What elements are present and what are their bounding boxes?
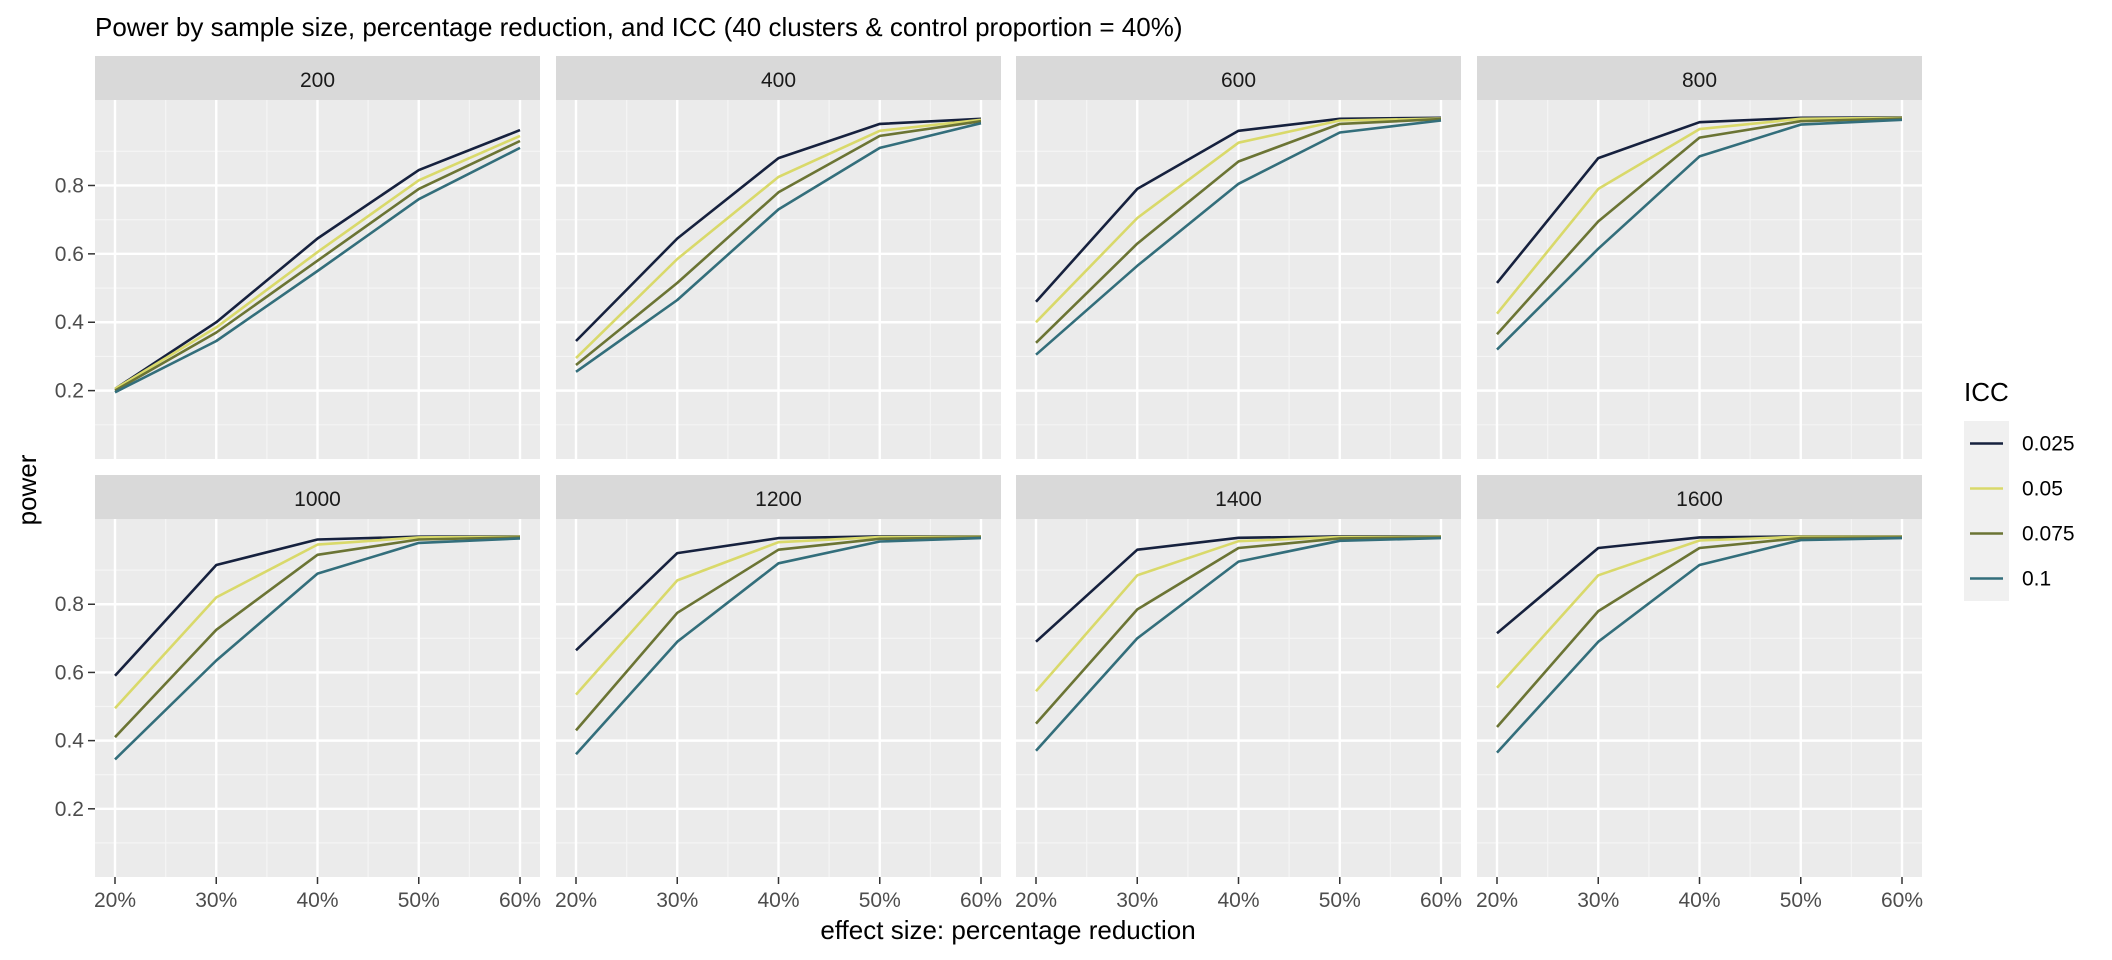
series-line-icc-0.1 bbox=[1035, 119, 1442, 356]
facet-panel-200: 200 0.2 0.4 0.6 0.8 bbox=[55, 56, 540, 459]
x-tick-label: 60% bbox=[960, 889, 1002, 912]
series-line-icc-0.1 bbox=[575, 536, 982, 756]
x-tick-label: 40% bbox=[757, 889, 799, 912]
facet-strip-label: 800 bbox=[1682, 69, 1717, 92]
series-line-icc-0.05 bbox=[1035, 117, 1442, 324]
facet-strip bbox=[556, 56, 1001, 100]
facet-panel-600: 600 bbox=[1016, 56, 1461, 459]
series-line-icc-0.05 bbox=[575, 535, 982, 696]
legend: ICC 0.025 0.05 0.075 0.1 bbox=[1964, 377, 2075, 601]
x-tick-label: 20% bbox=[94, 889, 136, 912]
legend-title: ICC bbox=[1964, 377, 2009, 407]
y-tick-label: 0.8 bbox=[55, 174, 84, 197]
facet-strip-label: 400 bbox=[761, 69, 796, 92]
facet-strip-label: 1200 bbox=[755, 488, 802, 511]
x-tick-label: 50% bbox=[1780, 889, 1822, 912]
facet-strip bbox=[95, 475, 540, 519]
y-tick-label: 0.4 bbox=[55, 730, 85, 753]
series-line-icc-0.1 bbox=[114, 146, 521, 394]
facet-strip-label: 1600 bbox=[1676, 488, 1723, 511]
y-tick-label: 0.2 bbox=[55, 380, 84, 403]
series-line-icc-0.1 bbox=[575, 121, 982, 373]
x-tick-label: 60% bbox=[1420, 889, 1462, 912]
x-tick-label: 20% bbox=[1476, 889, 1518, 912]
series-line-icc-0.1 bbox=[114, 537, 521, 761]
series-line-icc-0.075 bbox=[114, 139, 521, 392]
series-line-icc-0.075 bbox=[114, 536, 521, 739]
series-line-icc-0.1 bbox=[1035, 536, 1442, 752]
facet-panel-1000: 1000 0.2 0.4 0.6 0.8 20% 30% 40% 50% 60% bbox=[55, 475, 541, 912]
y-tick-label: 0.2 bbox=[55, 798, 84, 821]
y-axis-label: power bbox=[12, 454, 42, 525]
series-line-icc-0.025 bbox=[575, 117, 982, 342]
facet-panel-1200: 1200 20% 30% 40% 50% 60% bbox=[555, 475, 1002, 912]
x-tick-label: 40% bbox=[1678, 889, 1720, 912]
x-axis-label: effect size: percentage reduction bbox=[820, 915, 1195, 945]
facet-strip-label: 1000 bbox=[294, 488, 341, 511]
series-line-icc-0.075 bbox=[1035, 536, 1442, 725]
x-tick-label: 50% bbox=[1319, 889, 1361, 912]
series-line-icc-0.075 bbox=[575, 536, 982, 732]
legend-label: 0.1 bbox=[2022, 568, 2051, 591]
legend-key-background bbox=[1964, 421, 2009, 601]
facet-strip bbox=[1477, 475, 1922, 519]
facet-strip-label: 1400 bbox=[1215, 488, 1262, 511]
y-tick-label: 0.6 bbox=[55, 661, 84, 684]
facet-strip-label: 600 bbox=[1221, 69, 1256, 92]
x-tick-label: 30% bbox=[656, 889, 698, 912]
legend-label: 0.05 bbox=[2022, 478, 2063, 501]
facet-panel-800: 800 bbox=[1477, 56, 1922, 459]
series-line-icc-0.075 bbox=[575, 119, 982, 367]
x-tick-label: 40% bbox=[296, 889, 338, 912]
y-tick-label: 0.6 bbox=[55, 243, 84, 266]
series-line-icc-0.075 bbox=[1496, 117, 1903, 336]
facet-strip bbox=[1477, 56, 1922, 100]
facet-strip bbox=[1016, 475, 1461, 519]
y-tick-label: 0.8 bbox=[55, 593, 84, 616]
x-tick-label: 20% bbox=[555, 889, 597, 912]
x-tick-label: 60% bbox=[499, 889, 541, 912]
series-line-icc-0.075 bbox=[1035, 117, 1442, 344]
x-tick-label: 20% bbox=[1015, 889, 1057, 912]
facet-strip bbox=[1016, 56, 1461, 100]
x-tick-label: 30% bbox=[195, 889, 237, 912]
facet-panel-400: 400 bbox=[556, 56, 1001, 459]
facet-panels: 200 0.2 0.4 0.6 0.8 400 600 800 1000 0.2 0.4 0.6 0.8… bbox=[55, 56, 1923, 912]
facet-panel-1600: 1600 20% 30% 40% 50% 60% bbox=[1476, 475, 1923, 912]
legend-entries: 0.025 0.05 0.075 0.1 bbox=[1970, 433, 2075, 591]
x-tick-label: 60% bbox=[1881, 889, 1923, 912]
facet-strip bbox=[95, 56, 540, 100]
x-tick-label: 50% bbox=[398, 889, 440, 912]
series-line-icc-0.1 bbox=[1496, 118, 1903, 351]
x-tick-label: 40% bbox=[1217, 889, 1259, 912]
series-line-icc-0.05 bbox=[1495, 116, 1903, 315]
series-line-icc-0.025 bbox=[114, 128, 521, 390]
legend-label: 0.075 bbox=[2022, 523, 2075, 546]
series-line-icc-0.075 bbox=[1496, 536, 1903, 728]
facet-strip-label: 200 bbox=[300, 69, 335, 92]
x-tick-label: 50% bbox=[859, 889, 901, 912]
series-line-icc-0.05 bbox=[114, 535, 521, 710]
chart-title: Power by sample size, percentage reducti… bbox=[95, 12, 1183, 42]
x-tick-label: 30% bbox=[1116, 889, 1158, 912]
x-tick-label: 30% bbox=[1577, 889, 1619, 912]
y-tick-label: 0.4 bbox=[55, 311, 85, 334]
facet-strip bbox=[556, 475, 1001, 519]
series-line-icc-0.05 bbox=[575, 118, 982, 360]
series-line-icc-0.1 bbox=[1496, 536, 1903, 754]
legend-label: 0.025 bbox=[2022, 433, 2075, 456]
series-line-icc-0.025 bbox=[1035, 116, 1442, 303]
series-line-icc-0.05 bbox=[114, 134, 521, 391]
facet-panel-1400: 1400 20% 30% 40% 50% 60% bbox=[1015, 475, 1462, 912]
